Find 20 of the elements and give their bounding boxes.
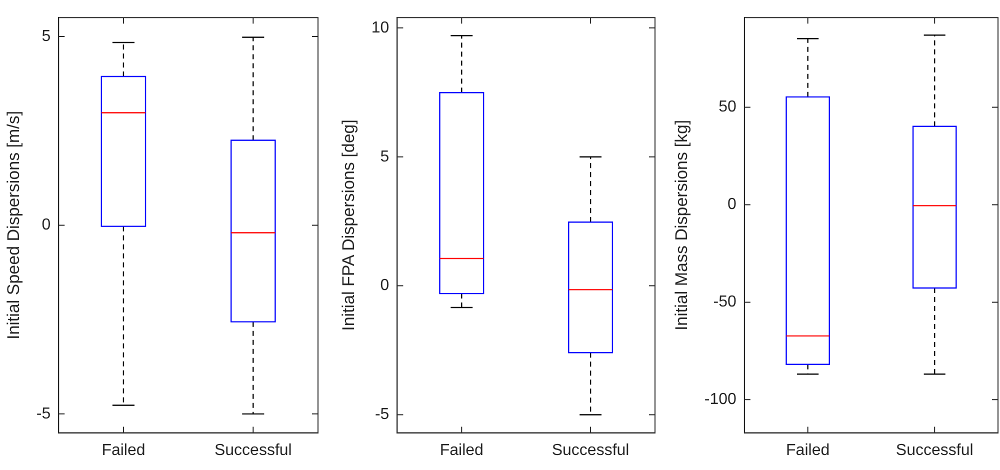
y-axis-title: Initial Speed Dispersions [m/s] (4, 110, 23, 340)
y-tick-label: -50 (713, 294, 737, 311)
y-tick-label: 5 (42, 28, 51, 45)
y-axis-title: Initial Mass Dispersions [kg] (672, 120, 691, 331)
y-axis-title: Initial FPA Dispersions [deg] (338, 120, 358, 331)
x-tick-label: Successful (214, 442, 292, 459)
y-tick-label: 0 (380, 277, 390, 294)
y-tick-label: 50 (718, 98, 737, 116)
y-tick-label: -100 (704, 391, 737, 408)
y-tick-label: -5 (374, 406, 390, 424)
y-tick-label: -5 (36, 405, 51, 422)
y-tick-label: 5 (380, 148, 390, 166)
y-tick-label: 0 (42, 216, 51, 234)
x-tick-label: Successful (552, 442, 630, 459)
x-tick-label: Successful (896, 442, 974, 459)
y-tick-label: 0 (728, 196, 737, 214)
x-tick-label: Failed (786, 442, 830, 459)
x-tick-label: Failed (440, 442, 484, 459)
x-tick-label: Failed (102, 442, 146, 459)
y-tick-label: 10 (371, 19, 390, 36)
